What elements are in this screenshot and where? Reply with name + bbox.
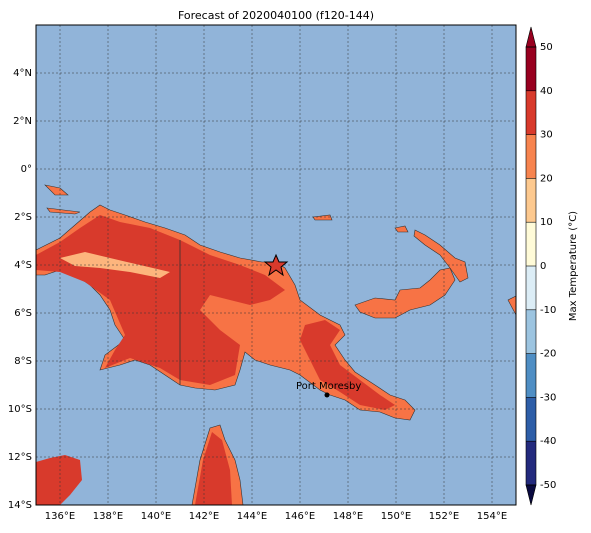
colorbar-tick-label: -40 <box>540 436 556 447</box>
hot-region-east <box>300 320 395 410</box>
lat-label: 2°N <box>13 116 32 127</box>
city-label: Port Moresby <box>296 381 361 392</box>
colorbar-band <box>526 47 536 91</box>
warm-patch <box>60 252 170 278</box>
lon-label: 138°E <box>93 511 123 522</box>
lon-label: 148°E <box>333 511 363 522</box>
lon-label: 150°E <box>381 511 411 522</box>
colorbar-extend-bottom <box>525 484 537 506</box>
lon-label: 136°E <box>45 511 75 522</box>
land <box>35 184 517 506</box>
colorbar-tick-label: 50 <box>540 42 553 53</box>
lat-label: 4°S <box>14 260 32 271</box>
colorbar-band <box>526 309 536 354</box>
lat-label: 2°S <box>14 212 32 223</box>
city-marker <box>324 392 330 398</box>
new-ireland <box>413 229 469 283</box>
colorbar-tick-label: 10 <box>540 217 553 228</box>
lat-label: 4°N <box>13 68 32 79</box>
colorbar-band <box>526 397 536 442</box>
island <box>46 207 81 215</box>
lon-label: 144°E <box>237 511 267 522</box>
colorbar-tick-label: 30 <box>540 130 553 141</box>
new-britain <box>354 267 456 319</box>
island <box>312 214 333 221</box>
star-marker <box>263 253 289 277</box>
island <box>394 225 409 233</box>
lat-label: 14°S <box>8 500 32 511</box>
colorbar-extend-top <box>525 26 537 48</box>
lon-label: 140°E <box>141 511 171 522</box>
lat-label: 0° <box>21 164 32 175</box>
colorbar-label: Max Temperature (°C) <box>568 211 579 321</box>
title: Forecast of 2020040100 (f120-144) <box>178 9 374 22</box>
map-frame <box>35 24 517 506</box>
colorbar-tick-label: -10 <box>540 305 556 316</box>
lon-label: 142°E <box>189 511 219 522</box>
lon-label: 146°E <box>285 511 315 522</box>
colorbar: -50 -40 -30 -20 -10 0 10 20 30 40 50 <box>525 26 556 506</box>
colorbar-band <box>526 134 536 179</box>
colorbar-tick-label: 40 <box>540 86 553 97</box>
lat-label: 8°S <box>14 356 32 367</box>
australia-west <box>36 455 82 505</box>
lon-label: 154°E <box>477 511 507 522</box>
lat-label: 6°S <box>14 308 32 319</box>
colorbar-band <box>526 90 536 135</box>
lon-label: 152°E <box>429 511 459 522</box>
colorbar-tick-label: -20 <box>540 349 556 360</box>
lat-label: 10°S <box>8 404 32 415</box>
island <box>44 184 69 196</box>
colorbar-band <box>526 353 536 398</box>
colorbar-band <box>526 178 536 223</box>
colorbar-tick-label: -50 <box>540 480 556 491</box>
colorbar-band <box>526 222 536 266</box>
lat-label: 12°S <box>8 452 32 463</box>
colorbar-tick-label: -30 <box>540 392 556 403</box>
colorbar-tick-label: 20 <box>540 173 553 184</box>
colorbar-band <box>526 441 536 485</box>
colorbar-band <box>526 266 536 310</box>
colorbar-tick-label: 0 <box>540 261 546 272</box>
